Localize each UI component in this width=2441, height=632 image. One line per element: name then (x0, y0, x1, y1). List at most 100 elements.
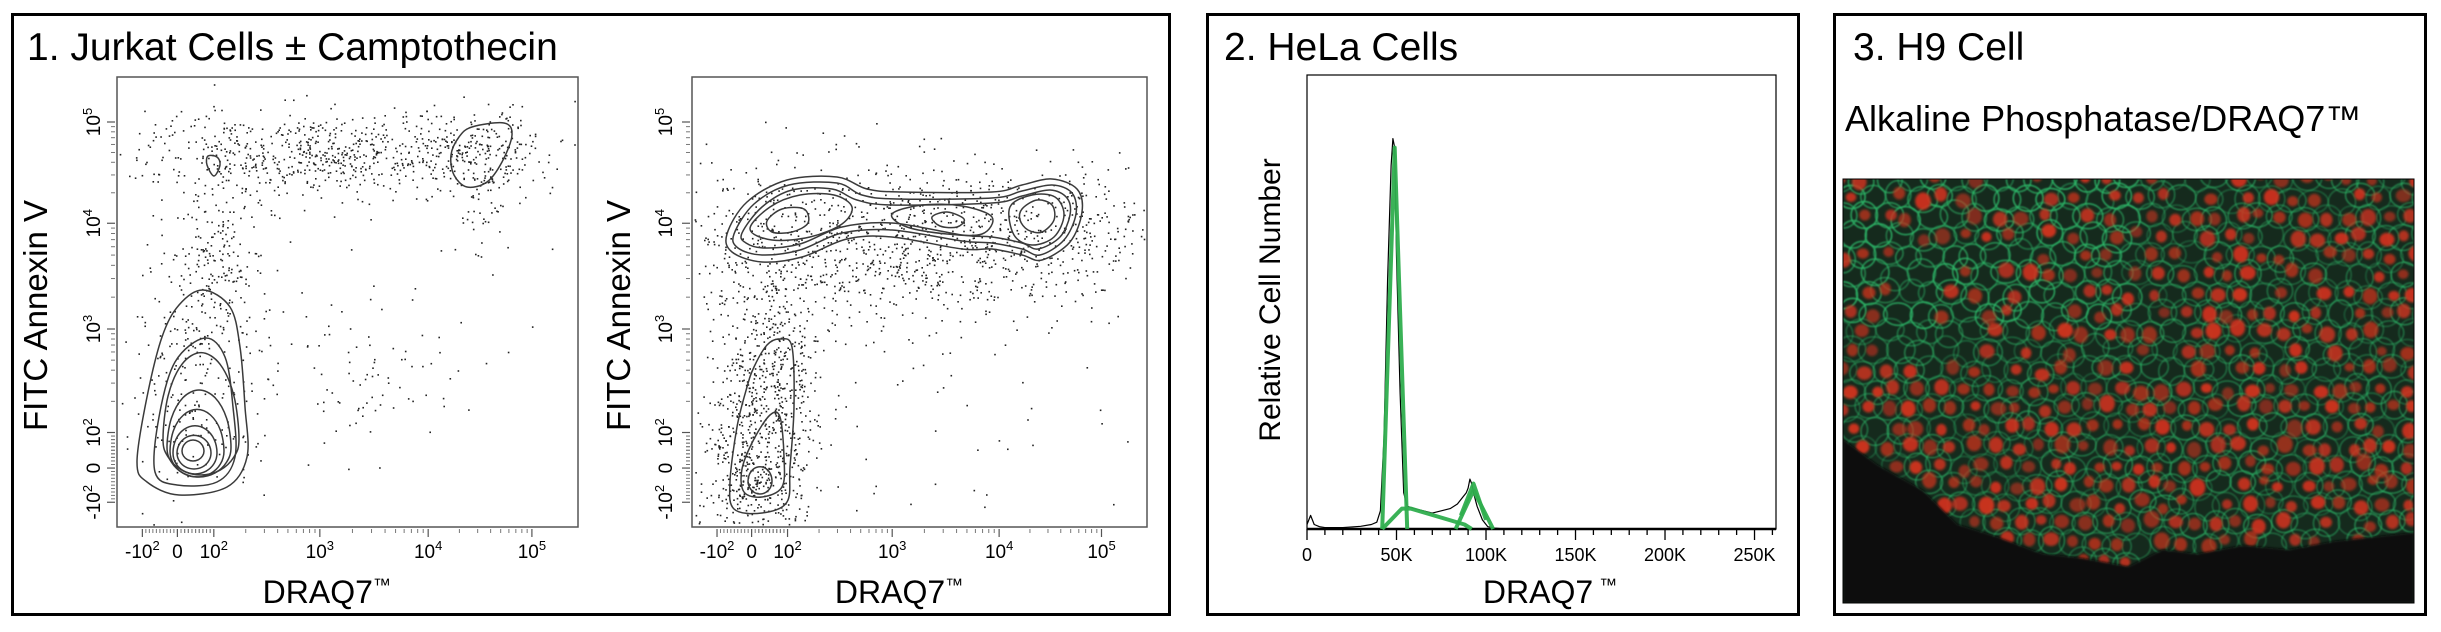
event-dot (786, 430, 789, 432)
micrograph-image (1842, 178, 2415, 604)
event-dot (699, 504, 701, 507)
event-dot (766, 451, 769, 454)
event-dot (229, 152, 231, 154)
event-dot (358, 407, 360, 410)
event-dot (373, 156, 375, 158)
event-dot (794, 519, 797, 522)
event-dot (219, 232, 222, 234)
event-dot (283, 158, 286, 161)
event-dot (786, 454, 788, 457)
event-dot (1041, 174, 1044, 177)
event-dot (219, 250, 221, 252)
event-dot (1025, 210, 1028, 213)
event-dot (980, 292, 982, 294)
cell-nucleus (2224, 345, 2235, 356)
event-dot (242, 359, 245, 362)
event-dot (451, 141, 453, 143)
event-dot (175, 115, 178, 118)
event-dot (1016, 220, 1018, 222)
fit-curve-g1-fit (1380, 145, 1410, 530)
event-dot (221, 332, 224, 335)
event-dot (758, 487, 760, 490)
cell-nucleus (2307, 193, 2321, 207)
event-dot (902, 380, 904, 382)
cell-membrane (2128, 488, 2157, 514)
event-dot (310, 186, 312, 188)
event-dot (534, 133, 537, 136)
event-dot (727, 408, 729, 410)
cell-nucleus (2073, 326, 2089, 344)
event-dot (866, 232, 869, 235)
event-dot (299, 162, 301, 164)
event-dot (372, 367, 374, 369)
event-dot (719, 402, 722, 405)
event-dot (716, 179, 719, 182)
event-dot (979, 257, 981, 260)
event-dot (986, 205, 988, 207)
event-dot (763, 388, 765, 390)
event-dot (952, 230, 954, 233)
event-dot (915, 269, 918, 272)
x-tick-label: 104 (985, 538, 1013, 563)
cell-nucleus (2094, 462, 2106, 473)
event-dot (305, 141, 308, 143)
event-dot (192, 392, 195, 394)
event-dot (934, 225, 937, 228)
cell-membrane (2094, 433, 2124, 461)
event-dot (372, 157, 375, 160)
event-dot (731, 364, 734, 367)
event-dot (746, 381, 749, 383)
event-dot (1004, 344, 1007, 346)
event-dot (767, 477, 770, 480)
cell-membrane (2140, 353, 2170, 380)
event-dot (801, 386, 804, 389)
event-dot (740, 432, 742, 434)
event-dot (1035, 265, 1037, 268)
event-dot (949, 254, 952, 257)
event-dot (179, 409, 181, 411)
event-dot (966, 247, 969, 250)
event-dot (189, 274, 191, 276)
event-dot (810, 233, 813, 235)
cell-membrane (2053, 393, 2081, 418)
cell-nucleus (1859, 209, 1871, 221)
cell-nucleus (1879, 364, 1893, 379)
x-tick-label: 102 (773, 538, 801, 563)
cell-nucleus (2319, 326, 2336, 343)
event-dot (1024, 238, 1026, 240)
event-dot (798, 508, 801, 510)
event-dot (195, 327, 198, 329)
event-dot (828, 190, 831, 192)
event-dot (185, 429, 187, 432)
event-dot (947, 271, 950, 274)
cell-nucleus (2190, 360, 2206, 377)
event-dot (794, 314, 797, 317)
event-dot (792, 476, 795, 478)
event-dot (775, 351, 777, 354)
event-dot (911, 342, 914, 344)
event-dot (787, 248, 789, 250)
event-dot (909, 292, 911, 294)
event-dot (472, 195, 474, 197)
event-dot (1048, 272, 1050, 275)
cell-membrane (1914, 469, 1944, 495)
cell-nucleus (2163, 401, 2177, 415)
event-dot (520, 124, 522, 127)
event-dot (732, 362, 735, 364)
cell-membrane (2170, 298, 2202, 327)
cell-nucleus (2286, 419, 2303, 438)
cell-membrane (2246, 179, 2273, 189)
event-dot (738, 380, 741, 382)
event-dot (751, 448, 753, 450)
event-dot (755, 374, 757, 377)
event-dot (271, 142, 273, 145)
event-dot (207, 285, 210, 288)
event-dot (875, 313, 878, 315)
event-dot (351, 118, 354, 121)
cell-nucleus (2374, 463, 2389, 478)
event-dot (697, 412, 700, 414)
event-dot (741, 496, 744, 498)
event-dot (191, 216, 193, 219)
event-dot (792, 330, 795, 332)
cell-membrane (2160, 242, 2187, 267)
